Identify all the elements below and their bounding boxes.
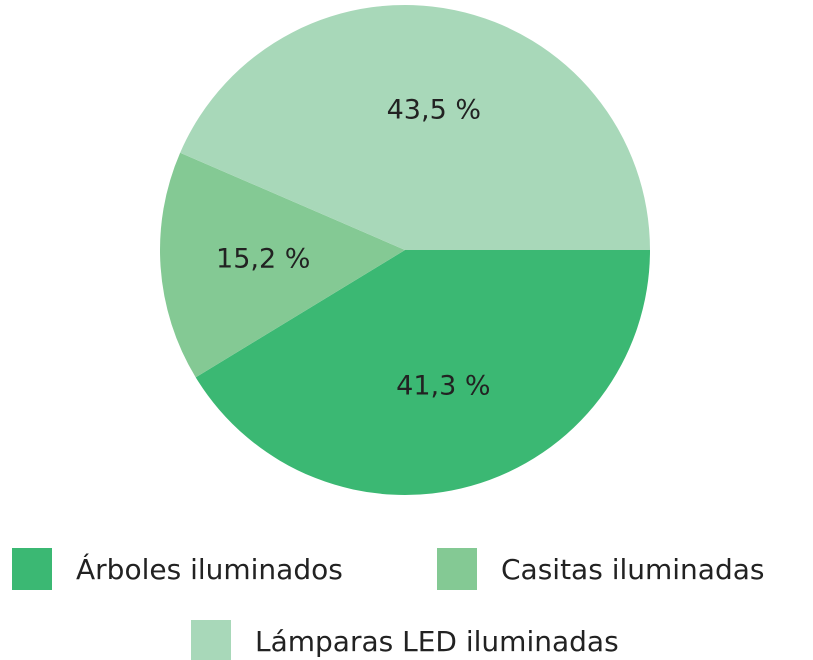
slice-label: 43,5 % — [387, 94, 481, 125]
legend-label: Casitas iluminadas — [501, 553, 764, 586]
legend-swatch — [191, 620, 231, 660]
slice-label: 41,3 % — [396, 370, 490, 401]
legend-label: Lámparas LED iluminadas — [255, 625, 619, 658]
legend-swatch — [12, 548, 52, 590]
pie-slice — [195, 250, 650, 495]
slice-label: 15,2 % — [216, 243, 310, 274]
legend-label: Árboles iluminados — [76, 552, 343, 586]
pie-slice — [159, 152, 405, 378]
pie-slice — [180, 5, 650, 251]
legend-swatch — [437, 548, 477, 590]
